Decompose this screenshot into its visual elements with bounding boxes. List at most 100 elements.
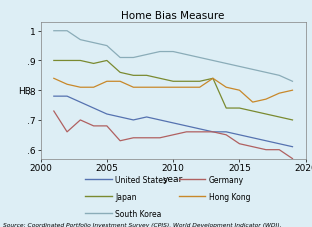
Hong Kong [211, 78, 215, 80]
Germany [132, 137, 135, 140]
Japan [158, 78, 162, 80]
Japan [224, 107, 228, 110]
Hong Kong [291, 89, 295, 92]
Hong Kong [79, 86, 82, 89]
South Korea [132, 57, 135, 60]
Japan [79, 60, 82, 63]
Hong Kong [264, 98, 268, 101]
United States [251, 137, 255, 140]
United States [132, 119, 135, 122]
Text: South Korea: South Korea [115, 209, 162, 218]
United States [224, 131, 228, 134]
Line: Hong Kong: Hong Kong [54, 79, 293, 103]
Hong Kong [105, 81, 109, 83]
United States [171, 122, 175, 125]
Germany [145, 137, 149, 140]
United States [118, 116, 122, 119]
Germany [79, 119, 82, 122]
Germany [237, 143, 241, 146]
Germany [198, 131, 202, 134]
Germany [277, 149, 281, 151]
South Korea [211, 60, 215, 63]
Hong Kong [171, 86, 175, 89]
South Korea [158, 51, 162, 54]
Text: Hong Kong: Hong Kong [209, 192, 251, 201]
Japan [145, 75, 149, 77]
Hong Kong [198, 86, 202, 89]
United States [65, 95, 69, 98]
Japan [277, 116, 281, 119]
United States [79, 101, 82, 104]
Hong Kong [132, 86, 135, 89]
South Korea [52, 30, 56, 33]
United States [277, 143, 281, 146]
Japan [52, 60, 56, 63]
Japan [105, 60, 109, 63]
Text: Source: Coordinated Portfolio Investment Survey (CPIS), World Development Indica: Source: Coordinated Portfolio Investment… [3, 222, 282, 227]
South Korea [105, 45, 109, 48]
Japan [92, 63, 95, 66]
Hong Kong [145, 86, 149, 89]
Germany [105, 125, 109, 128]
South Korea [92, 42, 95, 45]
Title: Home Bias Measure: Home Bias Measure [121, 11, 225, 20]
United States [185, 125, 188, 128]
Line: Japan: Japan [54, 61, 293, 120]
United States [145, 116, 149, 119]
Germany [224, 134, 228, 137]
Hong Kong [52, 78, 56, 80]
South Korea [277, 75, 281, 77]
Text: Germany: Germany [209, 175, 244, 184]
Japan [251, 110, 255, 113]
Germany [291, 158, 295, 160]
Japan [171, 81, 175, 83]
Germany [251, 146, 255, 148]
South Korea [65, 30, 69, 33]
South Korea [237, 66, 241, 69]
Hong Kong [92, 86, 95, 89]
Japan [118, 72, 122, 74]
Germany [211, 131, 215, 134]
Germany [171, 134, 175, 137]
Germany [185, 131, 188, 134]
South Korea [185, 54, 188, 57]
Hong Kong [224, 86, 228, 89]
Germany [52, 110, 56, 113]
United States [291, 146, 295, 148]
South Korea [198, 57, 202, 60]
Germany [118, 140, 122, 143]
Hong Kong [277, 92, 281, 95]
Japan [211, 78, 215, 80]
Germany [158, 137, 162, 140]
Line: Germany: Germany [54, 111, 293, 159]
Text: Japan: Japan [115, 192, 137, 201]
South Korea [264, 72, 268, 74]
Germany [92, 125, 95, 128]
Hong Kong [65, 84, 69, 86]
South Korea [291, 81, 295, 83]
Line: South Korea: South Korea [54, 32, 293, 82]
Germany [65, 131, 69, 134]
Germany [264, 149, 268, 151]
Hong Kong [158, 86, 162, 89]
Japan [291, 119, 295, 122]
X-axis label: year: year [163, 174, 183, 183]
United States [105, 113, 109, 116]
Japan [237, 107, 241, 110]
United States [211, 131, 215, 134]
South Korea [171, 51, 175, 54]
Hong Kong [237, 89, 241, 92]
Text: United States: United States [115, 175, 168, 184]
Japan [132, 75, 135, 77]
Japan [198, 81, 202, 83]
United States [158, 119, 162, 122]
Line: United States: United States [54, 97, 293, 147]
South Korea [145, 54, 149, 57]
Japan [264, 113, 268, 116]
United States [237, 134, 241, 137]
United States [198, 128, 202, 131]
United States [52, 95, 56, 98]
Hong Kong [185, 86, 188, 89]
South Korea [79, 39, 82, 42]
United States [92, 107, 95, 110]
